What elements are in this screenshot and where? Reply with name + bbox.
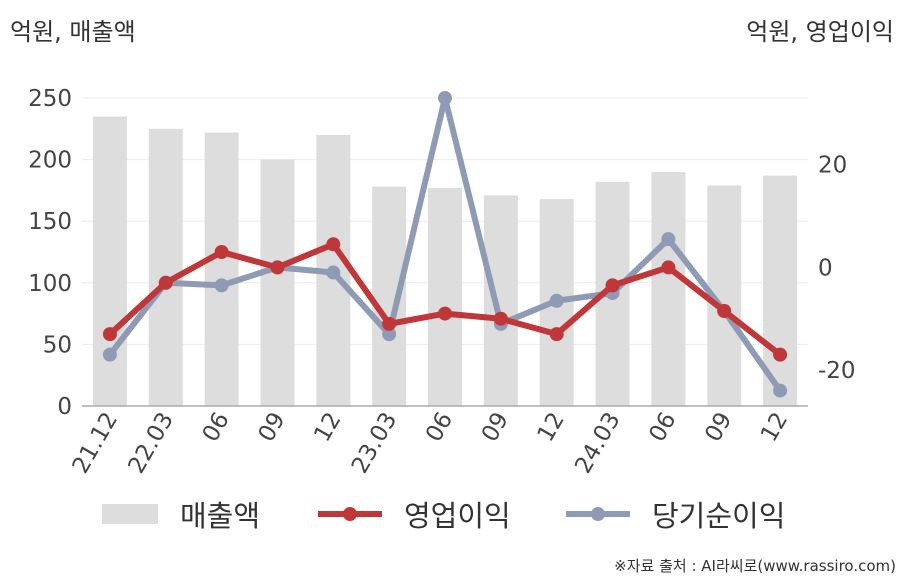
y-left-tick-label: 200 xyxy=(28,148,72,174)
source-note: ※자료 출처 : AI라씨로(www.rassiro.com) xyxy=(614,557,896,575)
bar-revenue xyxy=(148,128,183,407)
point-net-income xyxy=(382,327,397,342)
point-operating-profit xyxy=(717,304,732,319)
x-tick-label: 09 xyxy=(700,408,737,446)
y-right-tick-label: 0 xyxy=(818,255,833,281)
y-left-tick-label: 100 xyxy=(28,271,72,297)
legend-line-swatch-gray xyxy=(566,507,630,521)
y-left-tick-label: 150 xyxy=(28,209,72,235)
left-axis-unit: 억원, 매출액 xyxy=(10,18,136,46)
x-tick-label: 09 xyxy=(477,408,514,446)
legend-item-net-income: 당기순이익 xyxy=(566,490,785,538)
point-operating-profit xyxy=(382,316,397,331)
legend-label-operating-profit: 영업이익 xyxy=(404,499,511,533)
x-tick-label: 06 xyxy=(198,408,235,446)
x-tick-label: 12 xyxy=(756,408,793,446)
x-tick-label: 23.03 xyxy=(347,408,402,478)
point-operating-profit xyxy=(326,237,341,252)
point-operating-profit xyxy=(214,245,229,259)
right-axis-unit: 억원, 영업이익 xyxy=(746,18,894,46)
x-tick-label: 06 xyxy=(644,408,681,446)
bar-revenue xyxy=(260,159,295,406)
x-tick-label: 21.12 xyxy=(68,408,123,478)
bar-revenue xyxy=(763,175,798,406)
y-right-tick-label: -20 xyxy=(818,358,856,384)
bar-revenue xyxy=(651,171,686,406)
point-net-income xyxy=(661,232,676,247)
x-tick-label: 06 xyxy=(421,408,458,446)
x-tick-label: 09 xyxy=(254,408,291,446)
point-net-income xyxy=(102,347,117,362)
legend-label-net-income: 당기순이익 xyxy=(652,499,786,533)
point-net-income xyxy=(214,278,229,293)
point-operating-profit xyxy=(270,260,285,275)
point-operating-profit xyxy=(605,278,620,293)
point-operating-profit xyxy=(661,260,676,275)
x-tick-label: 24.03 xyxy=(570,408,625,478)
point-net-income xyxy=(773,383,788,398)
point-net-income xyxy=(438,91,452,105)
bar-revenue xyxy=(204,132,239,406)
y-left-tick-label: 50 xyxy=(43,332,72,358)
legend-line-swatch-red xyxy=(318,507,382,521)
y-right-tick-label: 20 xyxy=(818,153,847,179)
bar-revenue xyxy=(428,187,462,406)
point-net-income xyxy=(326,265,341,280)
legend-label-revenue: 매출액 xyxy=(180,499,261,533)
point-operating-profit xyxy=(158,275,173,290)
y-left-tick-label: 0 xyxy=(57,394,72,420)
point-operating-profit xyxy=(773,347,788,362)
point-operating-profit xyxy=(549,327,564,342)
x-tick-label: 12 xyxy=(533,408,570,446)
line-series xyxy=(102,91,788,398)
legend: 매출액 영업이익 당기순이익 xyxy=(0,490,908,540)
bar-revenue xyxy=(483,195,518,406)
legend-bar-swatch xyxy=(102,504,158,524)
point-net-income xyxy=(549,293,564,308)
point-operating-profit xyxy=(493,311,508,326)
point-operating-profit xyxy=(438,306,452,321)
legend-item-revenue: 매출액 xyxy=(102,490,260,538)
legend-item-operating-profit: 영업이익 xyxy=(318,490,511,538)
x-tick-label: 12 xyxy=(309,408,346,446)
bar-revenue xyxy=(92,116,127,406)
x-tick-label: 22.03 xyxy=(124,408,179,478)
y-left-tick-label: 250 xyxy=(28,86,72,112)
point-operating-profit xyxy=(102,327,117,342)
